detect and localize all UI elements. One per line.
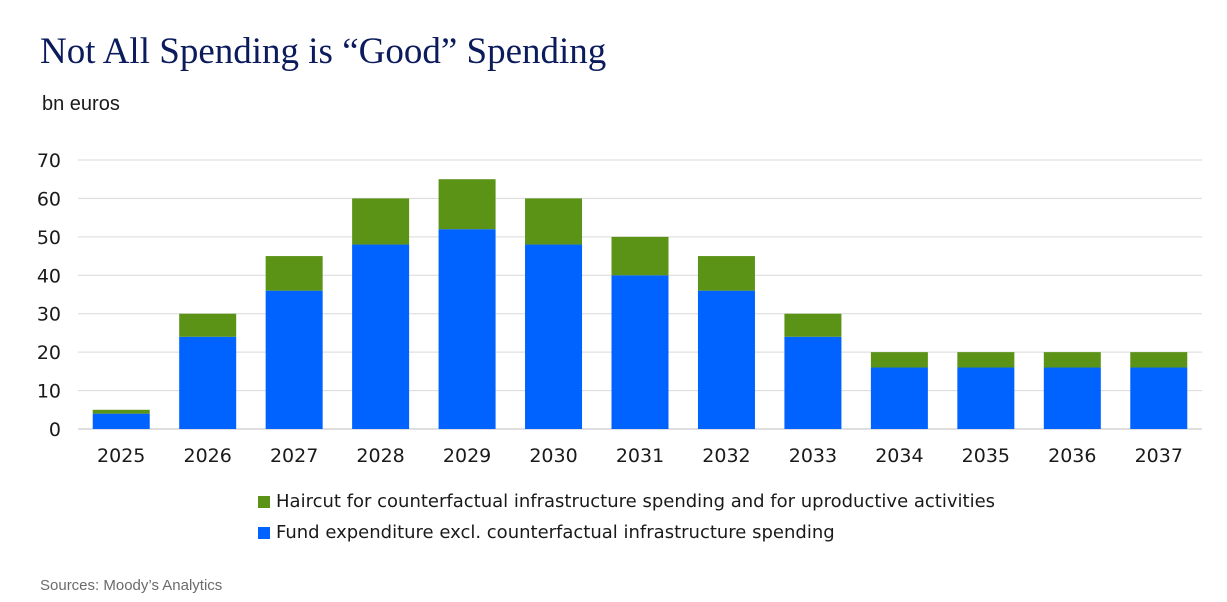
bars xyxy=(92,179,1188,429)
x-tick-label: 2030 xyxy=(529,445,577,467)
y-tick-label: 40 xyxy=(37,265,61,287)
bar-fund-expenditure xyxy=(611,275,669,429)
legend-item-fund: Fund expenditure excl. counterfactual in… xyxy=(258,517,995,548)
bar-haircut xyxy=(870,352,928,368)
bar-haircut xyxy=(179,313,237,337)
bar-haircut xyxy=(697,256,755,291)
bar-fund-expenditure xyxy=(179,336,237,429)
chart-title: Not All Spending is “Good” Spending xyxy=(40,31,607,72)
bar-fund-expenditure xyxy=(525,244,583,429)
chart-unit-label: bn euros xyxy=(42,93,120,115)
y-tick-label: 20 xyxy=(37,342,61,364)
bar-haircut xyxy=(611,236,669,276)
x-tick-label: 2031 xyxy=(616,445,664,467)
x-tick-label: 2026 xyxy=(184,445,232,467)
bar-haircut xyxy=(352,198,410,245)
x-tick-label: 2034 xyxy=(875,445,923,467)
legend-item-haircut: Haircut for counterfactual infrastructur… xyxy=(258,486,995,517)
x-tick-label: 2033 xyxy=(789,445,837,467)
bar-fund-expenditure xyxy=(265,290,323,429)
x-axis-ticks: 2025 2026 2027 2028 2029 2030 2031 2032 2033 2034… xyxy=(97,445,1183,467)
x-tick-label: 2025 xyxy=(97,445,145,467)
bar-haircut xyxy=(957,352,1015,368)
bar-haircut xyxy=(265,256,323,291)
x-tick-label: 2029 xyxy=(443,445,491,467)
y-tick-label: 60 xyxy=(37,188,61,210)
bar-haircut xyxy=(525,198,583,245)
bar-fund-expenditure xyxy=(438,229,496,429)
source-note: Sources: Moody’s Analytics xyxy=(40,577,223,594)
y-tick-label: 30 xyxy=(37,304,61,326)
x-tick-label: 2032 xyxy=(702,445,750,467)
chart-legend: Haircut for counterfactual infrastructur… xyxy=(258,486,995,548)
bar-fund-expenditure xyxy=(870,367,928,429)
bar-haircut xyxy=(92,409,150,414)
bar-fund-expenditure xyxy=(697,290,755,429)
x-tick-label: 2028 xyxy=(356,445,404,467)
bar-fund-expenditure xyxy=(352,244,410,429)
legend-swatch-fund xyxy=(258,526,270,539)
y-axis-ticks: 0 10 20 30 40 50 60 70 xyxy=(37,150,61,441)
x-tick-label: 2036 xyxy=(1048,445,1096,467)
bar-haircut xyxy=(784,313,842,337)
bar-fund-expenditure xyxy=(1130,367,1188,429)
y-tick-label: 70 xyxy=(37,150,61,172)
bar-haircut xyxy=(1043,352,1101,368)
legend-label-fund: Fund expenditure excl. counterfactual in… xyxy=(276,522,835,543)
legend-swatch-haircut xyxy=(258,495,270,508)
x-tick-label: 2035 xyxy=(962,445,1010,467)
legend-label-haircut: Haircut for counterfactual infrastructur… xyxy=(276,491,996,512)
x-tick-label: 2037 xyxy=(1135,445,1183,467)
y-tick-label: 50 xyxy=(37,227,61,249)
y-tick-label: 0 xyxy=(49,419,61,441)
bar-haircut xyxy=(438,179,496,230)
bar-fund-expenditure xyxy=(92,413,150,429)
x-tick-label: 2027 xyxy=(270,445,318,467)
bar-fund-expenditure xyxy=(1043,367,1101,429)
bar-fund-expenditure xyxy=(784,336,842,429)
y-tick-label: 10 xyxy=(37,381,61,403)
bar-haircut xyxy=(1130,352,1188,368)
bar-fund-expenditure xyxy=(957,367,1015,429)
